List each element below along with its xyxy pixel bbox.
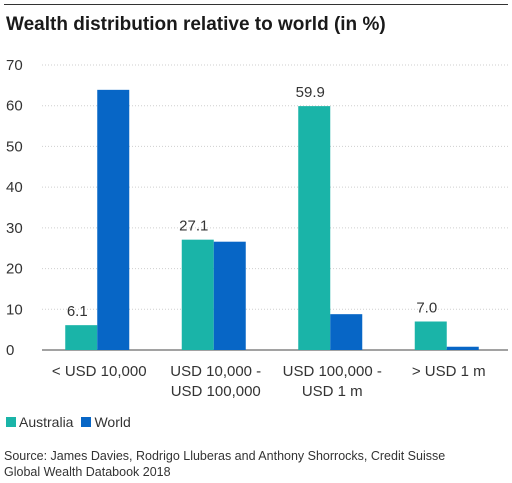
- bar-australia-1: [181, 239, 214, 350]
- source-line-1: Source: James Davies, Rodrigo Lluberas a…: [4, 449, 446, 463]
- bar-world-0: [97, 89, 130, 350]
- legend-swatch-australia: [6, 417, 16, 427]
- x-tick-label: > USD 1 m: [412, 363, 486, 380]
- top-rule: [4, 4, 508, 5]
- legend-label-australia: Australia: [19, 414, 74, 430]
- x-tick-label: USD 10,000 -: [170, 363, 261, 380]
- x-tick-label: USD 1 m: [302, 383, 363, 400]
- bar-australia-2: [298, 106, 331, 350]
- y-tick-label: 0: [6, 342, 14, 359]
- data-label: 7.0: [416, 300, 437, 317]
- y-tick-label: 60: [6, 98, 23, 115]
- legend-label-world: World: [94, 414, 131, 430]
- bar-world-2: [330, 314, 363, 350]
- y-tick-label: 50: [6, 138, 23, 155]
- y-tick-label: 70: [6, 57, 23, 74]
- legend-item-australia: Australia: [6, 414, 73, 430]
- bar-australia-3: [414, 321, 447, 350]
- chart-title: Wealth distribution relative to world (i…: [6, 14, 386, 35]
- source-line-2: Global Wealth Databook 2018: [4, 465, 171, 479]
- x-tick-label: USD 100,000: [171, 383, 261, 400]
- data-label: 6.1: [67, 303, 88, 320]
- bar-world-1: [213, 241, 246, 350]
- y-tick-label: 30: [6, 220, 23, 237]
- y-tick-label: 40: [6, 179, 23, 196]
- legend-swatch-world: [81, 417, 92, 427]
- bar-australia-0: [65, 325, 98, 350]
- source-note: Source: James Davies, Rodrigo Lluberas a…: [4, 448, 508, 480]
- x-tick-label: < USD 10,000: [52, 363, 147, 380]
- bar-world-3: [446, 346, 479, 350]
- legend-item-world: World: [81, 414, 131, 430]
- y-tick-label: 20: [6, 261, 23, 278]
- x-tick-label: USD 100,000 -: [283, 363, 382, 380]
- data-label: 59.9: [296, 84, 325, 101]
- y-tick-label: 10: [6, 301, 23, 318]
- legend: Australia World: [6, 414, 139, 430]
- bar-chart: 0 10 20 30 40 50 60 70 6.1 < USD 10,000 27.1 USD 10…: [6, 57, 508, 400]
- data-label: 27.1: [179, 218, 208, 235]
